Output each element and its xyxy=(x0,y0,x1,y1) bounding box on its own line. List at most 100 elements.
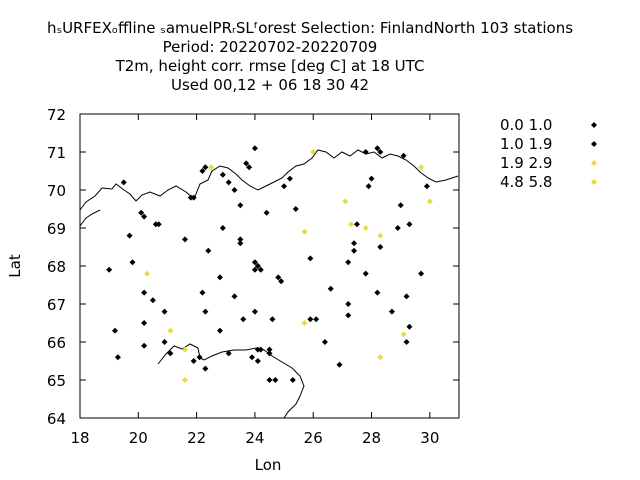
data-point-series-1 xyxy=(141,213,148,220)
data-point-series-1 xyxy=(263,209,270,216)
x-axis: 18 20 22 24 26 28 30 xyxy=(70,114,439,447)
data-point-series-1 xyxy=(313,316,320,323)
y-tick-label: 65 xyxy=(47,372,66,390)
x-tick-label: 26 xyxy=(304,429,323,447)
x-tick-label: 28 xyxy=(362,429,381,447)
coastline xyxy=(79,149,459,419)
data-point-series-1 xyxy=(138,209,145,216)
data-point-series-2 xyxy=(400,331,407,338)
data-point-series-1 xyxy=(126,232,133,239)
x-tick-label: 30 xyxy=(420,429,439,447)
data-point-series-1 xyxy=(251,145,258,152)
data-point-series-2 xyxy=(181,346,188,353)
data-point-series-1 xyxy=(225,350,232,357)
data-point-series-1 xyxy=(403,293,410,300)
data-point-series-1 xyxy=(397,202,404,209)
data-point-series-1 xyxy=(266,350,273,357)
data-point-series-1 xyxy=(254,358,261,364)
data-point-series-2 xyxy=(301,228,308,235)
data-point-series-1 xyxy=(394,225,401,231)
data-point-series-1 xyxy=(181,236,188,243)
data-point-series-1 xyxy=(219,171,226,178)
data-point-series-1 xyxy=(275,274,282,281)
data-point-series-1 xyxy=(351,247,358,254)
data-point-series-1 xyxy=(377,244,384,250)
legend-entry-label: 1.9 2.9 xyxy=(500,154,552,172)
data-point-series-1 xyxy=(129,259,136,266)
data-point-series-1 xyxy=(403,339,410,345)
data-point-series-1 xyxy=(251,308,258,315)
y-tick-label: 69 xyxy=(47,220,66,238)
data-point-series-1 xyxy=(400,152,407,159)
legend-marker xyxy=(591,179,597,185)
data-point-series-1 xyxy=(246,164,253,171)
x-tick-label: 24 xyxy=(245,429,264,447)
data-point-series-1 xyxy=(120,179,127,186)
legend-marker xyxy=(591,160,597,166)
data-point-series-1 xyxy=(327,285,334,292)
data-point-series-2 xyxy=(348,221,355,228)
data-point-series-1 xyxy=(307,255,314,262)
data-point-series-1 xyxy=(237,202,244,209)
chart-title-line-4: Used 00,12 + 06 18 30 42 xyxy=(171,76,369,94)
data-point-series-1 xyxy=(199,168,206,174)
data-point-series-1 xyxy=(202,308,209,315)
y-axis: 64 65 66 67 68 69 70 71 72 xyxy=(47,106,459,428)
data-point-series-1 xyxy=(141,342,148,349)
x-tick-label: 18 xyxy=(70,429,89,447)
data-point-series-1 xyxy=(216,327,223,334)
data-point-series-1 xyxy=(388,308,395,315)
data-point-series-1 xyxy=(251,266,258,273)
data-point-series-1 xyxy=(196,354,203,361)
plot-frame xyxy=(79,113,460,419)
data-point-series-1 xyxy=(141,320,148,326)
data-point-series-2 xyxy=(310,149,317,155)
data-point-series-1 xyxy=(251,259,258,266)
y-tick-label: 68 xyxy=(47,258,66,276)
data-point-series-1 xyxy=(272,377,279,383)
x-axis-label: Lon xyxy=(255,456,282,474)
legend-marker xyxy=(591,122,597,128)
data-point-series-2 xyxy=(301,320,308,326)
data-point-series-1 xyxy=(257,346,264,353)
data-point-series-1 xyxy=(237,240,244,247)
y-tick-label: 64 xyxy=(47,410,66,428)
data-point-series-1 xyxy=(406,323,413,330)
legend-entry-label: 1.0 1.9 xyxy=(500,135,552,153)
data-point-series-1 xyxy=(406,221,413,228)
legend-entry-label: 4.8 5.8 xyxy=(500,173,552,191)
data-point-series-1 xyxy=(365,183,372,190)
data-point-series-1 xyxy=(374,289,381,296)
data-point-series-2 xyxy=(418,164,425,171)
data-point-series-1 xyxy=(377,149,384,155)
data-point-series-1 xyxy=(190,358,197,364)
data-point-series-1 xyxy=(149,297,156,304)
data-point-series-1 xyxy=(307,316,314,323)
data-point-series-1 xyxy=(418,270,425,277)
data-point-series-2 xyxy=(377,232,384,239)
data-point-series-1 xyxy=(351,240,358,247)
x-tick-label: 22 xyxy=(187,429,206,447)
data-point-series-1 xyxy=(292,206,299,212)
data-point-series-1 xyxy=(161,308,168,315)
data-point-series-1 xyxy=(202,164,209,171)
data-point-series-1 xyxy=(257,266,264,273)
data-point-series-2 xyxy=(144,270,151,277)
data-point-series-1 xyxy=(345,301,352,307)
data-point-series-1 xyxy=(231,293,238,300)
data-point-series-3 xyxy=(181,377,188,383)
data-point-series-1 xyxy=(141,289,148,296)
y-axis-label: Lat xyxy=(6,254,24,278)
data-point-series-1 xyxy=(374,145,381,152)
data-point-series-2 xyxy=(167,327,174,334)
data-point-series-1 xyxy=(161,339,168,345)
data-point-series-1 xyxy=(205,247,212,254)
legend-marker xyxy=(591,141,597,147)
data-point-series-2 xyxy=(208,164,215,171)
data-point-series-1 xyxy=(199,289,206,296)
data-point-series-1 xyxy=(111,327,118,334)
data-point-series-1 xyxy=(345,259,352,266)
y-tick-label: 67 xyxy=(47,296,66,314)
data-point-series-1 xyxy=(249,354,256,361)
